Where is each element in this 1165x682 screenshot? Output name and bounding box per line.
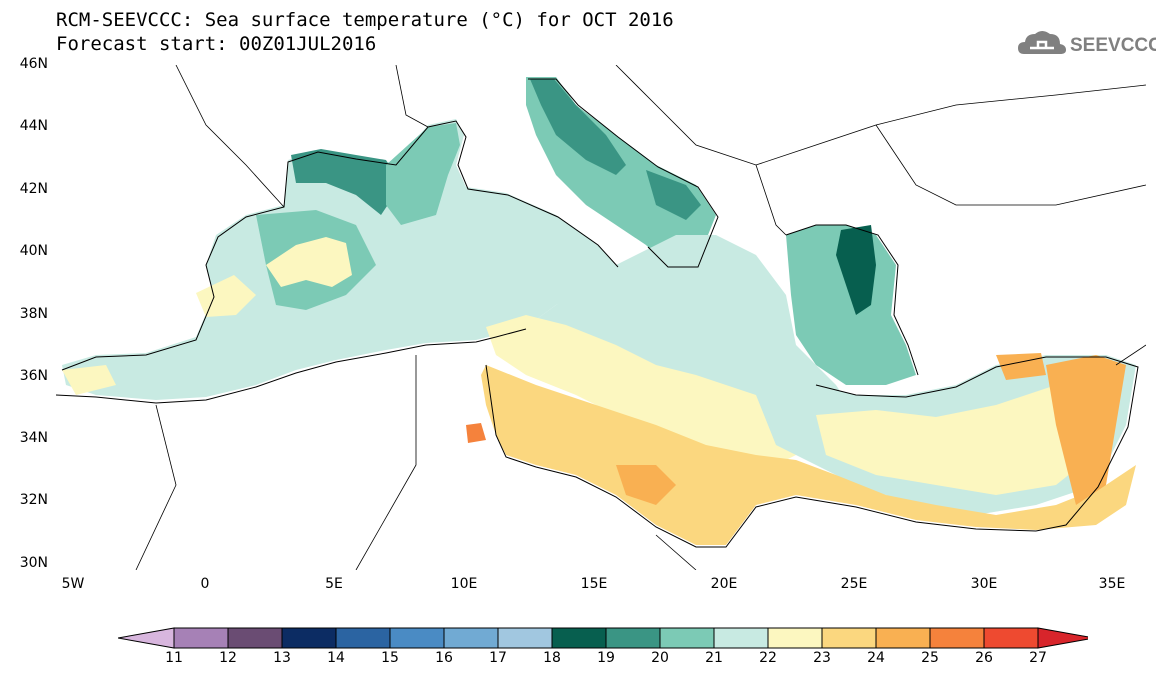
lon-label-5w: 5W <box>61 576 85 592</box>
colorbar-swatch <box>605 627 661 649</box>
lon-label-20e: 20E <box>710 576 738 592</box>
colorbar-swatch <box>389 627 445 649</box>
colorbar-swatch <box>281 627 337 649</box>
sst-map <box>56 65 1146 570</box>
colorbar-tick-label: 24 <box>867 650 885 666</box>
balearic-warm <box>266 237 352 287</box>
colorbar-tick-label: 13 <box>273 650 291 666</box>
colorbar-swatch <box>983 627 1039 649</box>
lat-label-36n: 36N <box>19 368 48 384</box>
colorbar-tick-label: 26 <box>975 650 993 666</box>
colorbar-tick-label: 19 <box>597 650 615 666</box>
lat-label-38n: 38N <box>19 306 48 322</box>
colorbar-swatch <box>335 627 391 649</box>
colorbar-over-arrow <box>1037 627 1088 649</box>
colorbar-tick-label: 23 <box>813 650 831 666</box>
lon-label-25e: 25E <box>840 576 868 592</box>
logo-text: SEEVCCC <box>1070 35 1156 56</box>
colorbar-tick-label: 22 <box>759 650 777 666</box>
colorbar-tick-label: 27 <box>1029 650 1047 666</box>
country-borders <box>135 65 1146 570</box>
colorbar-tick-label: 15 <box>381 650 399 666</box>
lon-label-35e: 35E <box>1098 576 1126 592</box>
lat-label-42n: 42N <box>19 181 48 197</box>
lon-label-5e: 5E <box>325 576 343 592</box>
colorbar-swatch <box>929 627 985 649</box>
lon-label-0: 0 <box>200 576 210 592</box>
map-title: RCM-SEEVCCC: Sea surface temperature (°C… <box>56 9 674 31</box>
lat-label-44n: 44N <box>19 118 48 134</box>
coastlines <box>56 78 1139 548</box>
forecast-start-subtitle: Forecast start: 00Z01JUL2016 <box>56 33 377 55</box>
cloud-icon <box>1018 31 1066 54</box>
lat-label-46n: 46N <box>19 56 48 72</box>
sst-field <box>62 77 1136 545</box>
colorbar-swatch <box>551 627 607 649</box>
seevccc-logo: SEEVCCC <box>1018 31 1156 56</box>
colorbar-swatch <box>173 627 229 649</box>
colorbar-swatch <box>659 627 715 649</box>
colorbar-tick-label: 20 <box>651 650 669 666</box>
colorbar-swatch <box>821 627 877 649</box>
colorbar-swatch <box>497 627 553 649</box>
lat-label-32n: 32N <box>19 492 48 508</box>
lon-label-30e: 30E <box>970 576 998 592</box>
colorbar-swatch <box>227 627 283 649</box>
lat-label-34n: 34N <box>19 430 48 446</box>
colorbar-swatch <box>443 627 499 649</box>
temperature-colorbar <box>118 627 1088 649</box>
colorbar-swatch <box>713 627 769 649</box>
colorbar-under-arrow <box>118 627 175 649</box>
colorbar-tick-label: 12 <box>219 650 237 666</box>
colorbar-tick-label: 25 <box>921 650 939 666</box>
lon-label-10e: 10E <box>450 576 478 592</box>
colorbar-tick-label: 11 <box>165 650 183 666</box>
aegean-sst <box>786 225 916 385</box>
colorbar-swatch <box>875 627 931 649</box>
colorbar-tick-label: 18 <box>543 650 561 666</box>
lat-label-30n: 30N <box>19 555 48 571</box>
colorbar-swatch <box>767 627 823 649</box>
gulf-of-lion-cool <box>291 149 401 215</box>
colorbar-tick-label: 14 <box>327 650 345 666</box>
colorbar-tick-label: 16 <box>435 650 453 666</box>
colorbar-tick-label: 21 <box>705 650 723 666</box>
lon-label-15e: 15E <box>580 576 608 592</box>
lat-label-40n: 40N <box>19 243 48 259</box>
colorbar-tick-label: 17 <box>489 650 507 666</box>
